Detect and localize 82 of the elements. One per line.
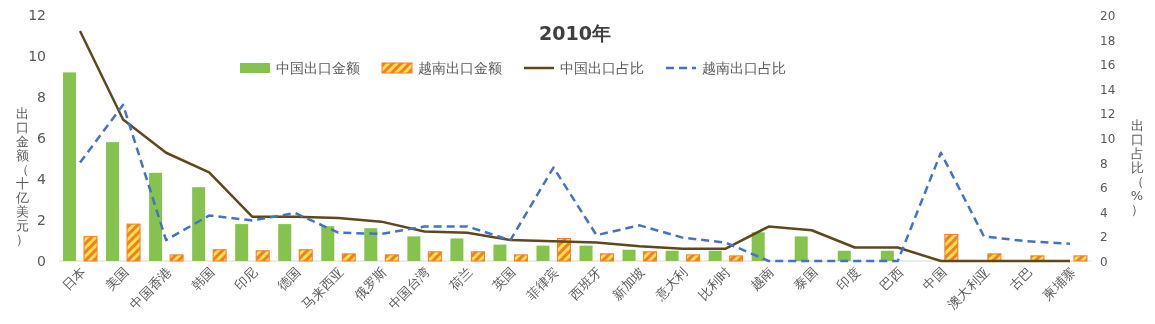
- x-tick-label: 日本: [59, 264, 89, 294]
- x-tick-label: 泰国: [790, 264, 820, 294]
- x-tick-label: 印尼: [231, 264, 261, 294]
- y-tick-label: 12: [28, 7, 46, 23]
- y-tick-label: 6: [37, 130, 47, 146]
- legend-label: 越南出口占比: [702, 60, 786, 76]
- x-tick-label: 俄罗斯: [351, 264, 390, 303]
- bar: [235, 224, 249, 261]
- bar: [126, 223, 141, 262]
- y2-tick-label: 4: [1100, 205, 1108, 220]
- bar: [106, 142, 120, 261]
- bar: [364, 228, 378, 261]
- bar: [708, 250, 722, 261]
- bar: [729, 255, 744, 262]
- x-tick-label: 英国: [489, 264, 519, 294]
- bar: [880, 250, 894, 261]
- bar: [278, 224, 292, 261]
- bar: [384, 254, 399, 262]
- bar: [1073, 255, 1088, 262]
- y-tick-label: 8: [37, 89, 46, 105]
- bar: [579, 245, 593, 261]
- legend-label: 中国出口金额: [276, 60, 360, 76]
- x-tick-label: 西班牙: [566, 264, 605, 303]
- text: 出口金额（十亿美元）: [15, 106, 29, 247]
- y-tick-label: 2: [37, 212, 46, 228]
- line-series: [78, 103, 1072, 263]
- bar: [600, 253, 615, 262]
- y-tick-label: 4: [37, 171, 47, 187]
- x-tick-label: 德国: [274, 264, 304, 294]
- bar: [169, 254, 184, 262]
- bar: [63, 72, 77, 261]
- bar: [794, 236, 808, 261]
- bar: [212, 249, 227, 262]
- bar: [427, 251, 442, 262]
- legend-label: 越南出口金额: [418, 60, 502, 76]
- y-tick-label: 10: [28, 48, 46, 64]
- bar: [470, 251, 485, 262]
- y2-tick-label: 16: [1100, 58, 1116, 73]
- y2-tick-label: 0: [1100, 255, 1108, 269]
- bar: [149, 172, 163, 261]
- x-tick-label: 越南: [747, 264, 777, 294]
- x-tick-label: 菲律宾: [523, 264, 562, 303]
- bar: [493, 244, 507, 261]
- y2-tick-label: 20: [1100, 9, 1116, 23]
- x-tick-label: 比利时: [695, 264, 734, 303]
- bar: [341, 253, 356, 262]
- bar: [686, 254, 701, 262]
- y2-tick-label: 10: [1100, 132, 1116, 146]
- bar: [837, 250, 851, 261]
- bar: [450, 238, 464, 261]
- bar: [944, 233, 959, 262]
- y2-tick-label: 14: [1100, 82, 1116, 97]
- y2-tick-label: 6: [1100, 181, 1108, 196]
- bar: [298, 249, 313, 262]
- x-tick-label: 意大利: [651, 264, 691, 304]
- bar: [321, 226, 335, 261]
- x-tick-label: 韩国: [188, 264, 218, 294]
- y2-tick-label: 2: [1100, 230, 1108, 245]
- bar: [643, 251, 658, 262]
- x-tick-label: 巴西: [876, 264, 906, 294]
- x-tick-label: 中国: [919, 264, 949, 294]
- x-tick-label: 古巴: [1006, 264, 1036, 294]
- bar: [665, 250, 679, 261]
- y-tick-label: 0: [37, 253, 46, 269]
- chart-title: 2010年: [539, 22, 611, 44]
- y2-tick-label: 8: [1100, 156, 1108, 171]
- legend-label: 中国出口占比: [560, 60, 644, 76]
- x-tick-label: 新加坡: [609, 264, 648, 303]
- bar: [255, 250, 270, 262]
- bar: [83, 235, 98, 262]
- bar: [513, 254, 528, 262]
- x-tick-label: 柬埔寨: [1039, 264, 1079, 303]
- bar: [536, 245, 550, 261]
- bar: [192, 187, 206, 261]
- x-tick-label: 印度: [833, 264, 863, 294]
- y2-axis-title: 出口占比（%）: [1130, 118, 1144, 217]
- bar: [622, 249, 636, 261]
- y2-tick-label: 18: [1100, 33, 1116, 48]
- x-tick-label: 美国: [102, 264, 132, 294]
- y2-tick-label: 12: [1100, 107, 1116, 122]
- x-tick-label: 荷兰: [446, 264, 476, 294]
- bar: [407, 236, 421, 261]
